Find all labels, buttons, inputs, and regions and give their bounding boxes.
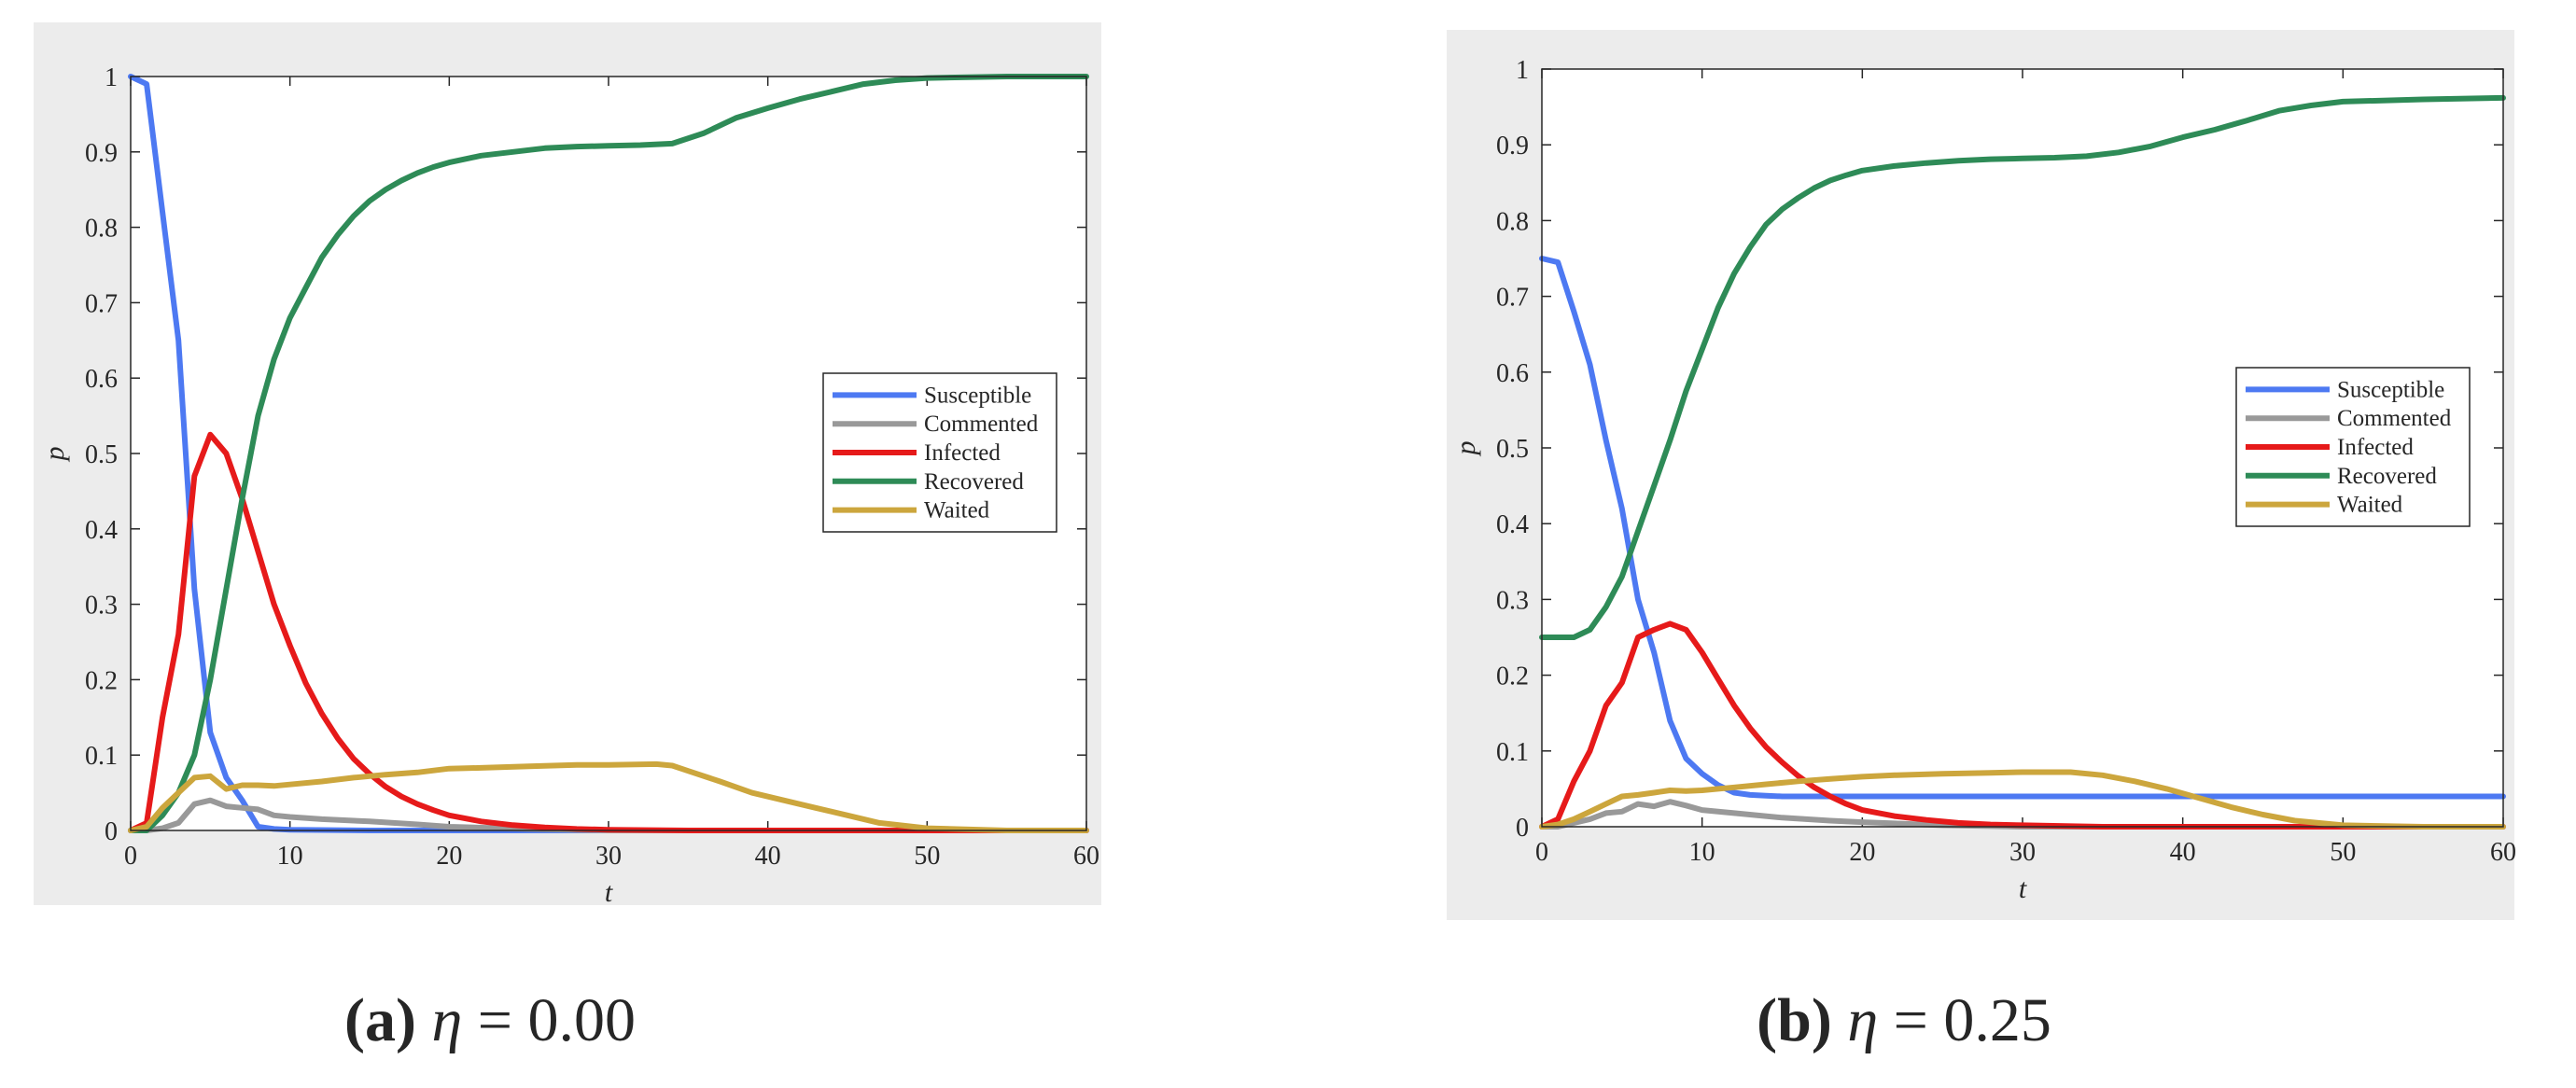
- y-tick-label: 0.2: [1496, 663, 1529, 691]
- caption-a-value: = 0.00: [478, 986, 636, 1054]
- y-tick-label: 1: [105, 63, 118, 92]
- caption-b-tag: (b): [1757, 986, 1832, 1054]
- y-tick-label: 0.3: [85, 592, 118, 621]
- legend-label-susceptible: Susceptible: [2337, 377, 2444, 402]
- legend-label-infected: Infected: [924, 440, 1001, 466]
- x-tick-label: 30: [2009, 838, 2036, 867]
- y-tick-label: 0.9: [1496, 132, 1529, 160]
- series-line-susceptible: [1539, 256, 2506, 800]
- x-tick-label: 20: [1849, 838, 1875, 867]
- x-axis-label: t: [2019, 873, 2027, 904]
- legend-label-waited: Waited: [2337, 493, 2403, 518]
- y-tick-label: 0.6: [1496, 359, 1529, 388]
- legend-label-waited: Waited: [924, 498, 990, 523]
- x-tick-label: 20: [436, 842, 462, 871]
- panel-b: 0 10 20 30 40 50 60 0 0.1 0.2 0.3 0.4 0.5 0.6 0.7 0.8 0.…: [1447, 30, 2516, 920]
- axes-box: [1541, 68, 2504, 828]
- legend: Susceptible Commented Infected Recovered Wai…: [2235, 367, 2471, 527]
- y-tick-label: 0.8: [1496, 207, 1529, 236]
- legend-label-commented: Commented: [924, 411, 1039, 437]
- series-line-recovered: [1539, 94, 2506, 640]
- caption-a: (a) η = 0.00: [344, 986, 636, 1054]
- series-line-infected: [1539, 621, 2506, 830]
- series-line-infected: [128, 431, 1089, 833]
- x-axis-label: t: [605, 877, 613, 908]
- x-tick-label: 0: [1535, 838, 1548, 867]
- y-tick-label: 0.9: [85, 139, 118, 168]
- y-tick-label: 0.3: [1496, 586, 1529, 615]
- legend-label-commented: Commented: [2337, 406, 2452, 431]
- legend: Susceptible Commented Infected Recovered Wai…: [822, 372, 1057, 533]
- y-tick-label: 0.8: [85, 215, 118, 244]
- legend-label-infected: Infected: [2337, 435, 2414, 460]
- x-tick-label: 0: [124, 842, 137, 871]
- y-tick-label: 0.5: [1496, 435, 1529, 464]
- panel-a: 0 10 20 30 40 50 60 0 0.1 0.2 0.3 0.4 0.5 0.6 0.7 0.8 0.…: [34, 22, 1101, 908]
- y-tick-label: 0: [105, 817, 118, 846]
- axes-box: [130, 76, 1087, 831]
- series-line-waited: [1539, 769, 2506, 830]
- x-tick-label: 10: [277, 842, 303, 871]
- caption-b: (b) η = 0.25: [1757, 986, 2051, 1054]
- y-tick-label: 0: [1516, 814, 1529, 843]
- x-tick-label: 50: [914, 842, 940, 871]
- x-tick-label: 30: [595, 842, 622, 871]
- x-tick-label: 40: [755, 842, 781, 871]
- y-tick-label: 0.7: [1496, 284, 1529, 313]
- legend-label-recovered: Recovered: [924, 469, 1024, 495]
- y-tick-label: 0.4: [1496, 510, 1529, 539]
- y-axis-label: p: [39, 447, 70, 463]
- y-tick-label: 0.6: [85, 365, 118, 394]
- y-tick-label: 0.7: [85, 289, 118, 318]
- caption-b-value: = 0.25: [1894, 986, 2051, 1054]
- caption-a-symbol: η: [431, 986, 462, 1054]
- caption-b-symbol: η: [1847, 986, 1878, 1054]
- x-tick-label: 40: [2170, 838, 2196, 867]
- y-tick-label: 0.4: [85, 516, 118, 545]
- y-tick-label: 0.5: [85, 440, 118, 469]
- y-tick-label: 1: [1516, 56, 1529, 85]
- x-tick-label: 50: [2330, 838, 2356, 867]
- legend-label-recovered: Recovered: [2337, 464, 2437, 489]
- y-axis-label: p: [1450, 441, 1481, 457]
- y-tick-label: 0.1: [1496, 738, 1529, 767]
- y-tick-label: 0.2: [85, 666, 118, 695]
- x-tick-label: 60: [2490, 838, 2516, 867]
- x-tick-label: 60: [1073, 842, 1099, 871]
- caption-a-tag: (a): [344, 986, 416, 1054]
- x-tick-label: 10: [1689, 838, 1715, 867]
- series-line-waited: [128, 760, 1089, 833]
- y-tick-label: 0.1: [85, 742, 118, 771]
- series-line-recovered: [128, 74, 1089, 833]
- legend-label-susceptible: Susceptible: [924, 383, 1031, 408]
